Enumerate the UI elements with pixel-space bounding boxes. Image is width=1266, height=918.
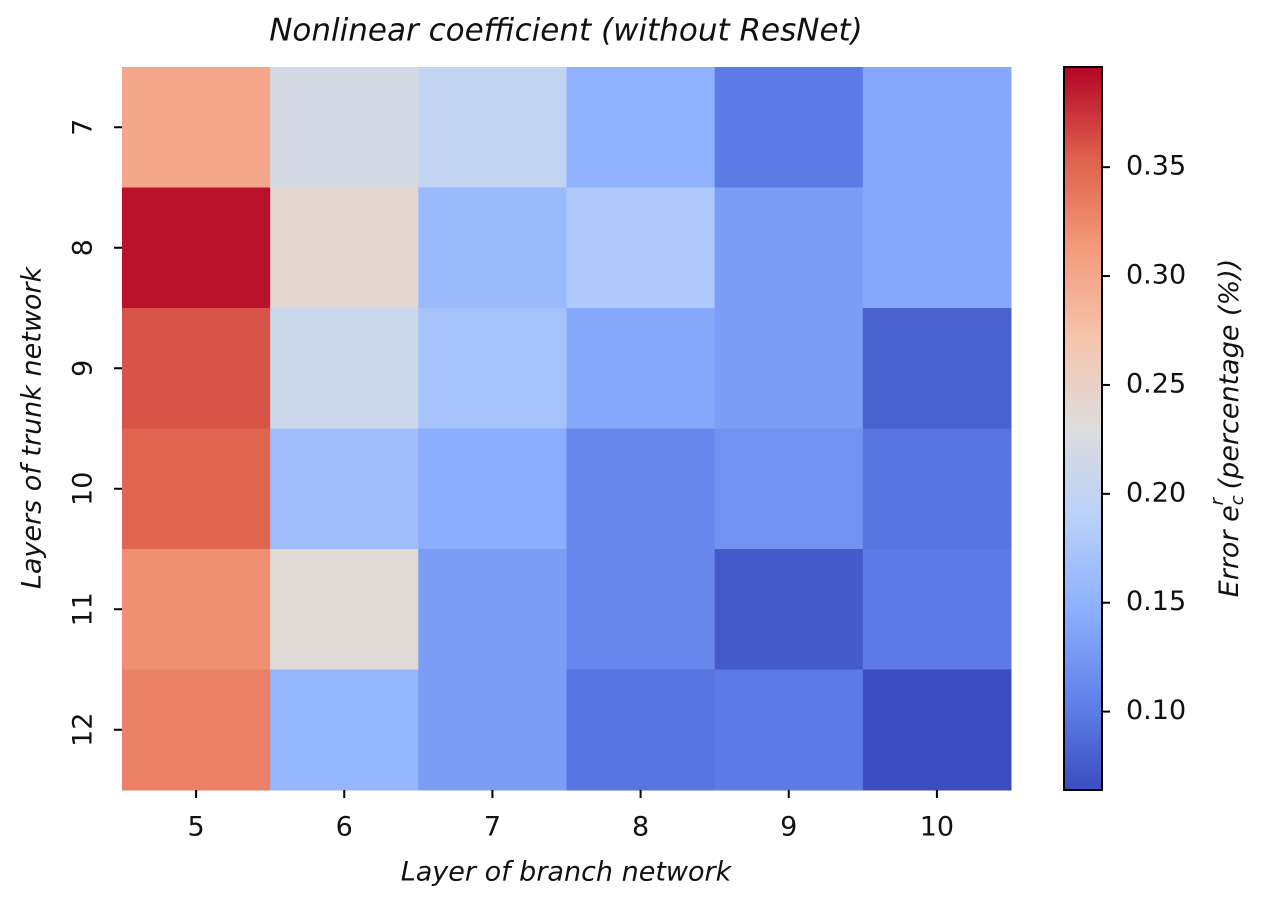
heatmap-cell (566, 549, 716, 670)
heatmap-cell (714, 67, 864, 188)
heatmap-cell (566, 428, 716, 550)
heatmap-cell (418, 308, 567, 429)
heatmap-cell (714, 187, 864, 309)
heatmap-cell (714, 669, 864, 791)
colorbar-tick-label: 0.35 (1126, 151, 1186, 182)
heatmap-cell (714, 428, 864, 550)
colorbar-label: Error ecr (percentage (%)) (1207, 259, 1248, 598)
x-tick-label: 8 (632, 812, 649, 843)
heatmap-cell (270, 67, 419, 188)
x-tick-label: 6 (336, 812, 353, 843)
colorbar (1063, 66, 1103, 791)
colorbar-tick-label: 0.25 (1126, 368, 1186, 399)
chart-title: Nonlinear coefficient (without ResNet) (269, 13, 863, 49)
heatmap-cell (714, 549, 864, 670)
x-tick-label: 10 (920, 812, 954, 843)
colorbar-tick-label: 0.15 (1126, 586, 1186, 617)
heatmap-cell (418, 669, 567, 791)
heatmap-cell (270, 669, 419, 791)
heatmap-cell (122, 187, 271, 309)
heatmap-cell (418, 187, 567, 309)
colorbar-label-sub: c (1227, 495, 1248, 505)
heatmap-cell (566, 669, 716, 791)
heatmap-cell (862, 549, 1012, 670)
colorbar-tick-label: 0.30 (1126, 260, 1186, 291)
heatmap-cell (862, 187, 1012, 309)
x-tick-label: 7 (484, 812, 501, 843)
colorbar-label-sup: r (1207, 496, 1228, 505)
colorbar-tick-label: 0.10 (1126, 695, 1186, 726)
y-tick-label: 8 (68, 239, 99, 256)
heatmap-cell (270, 549, 419, 670)
heatmap-cell (270, 187, 419, 309)
heatmap-cell (122, 67, 271, 188)
colorbar-label-suffix: (percentage (%)) (1214, 259, 1245, 498)
heatmap-cell (122, 428, 271, 550)
heatmap-cell (122, 669, 271, 791)
y-tick-label: 9 (68, 360, 99, 377)
y-axis-label: Layers of trunk network (17, 265, 48, 589)
colorbar-label-text: Error e (1214, 505, 1245, 597)
heatmap-cell (270, 428, 419, 550)
y-tick-label: 12 (68, 713, 99, 747)
heatmap-cell (566, 67, 716, 188)
heatmap-cell (862, 428, 1012, 550)
heatmap-cell (418, 67, 567, 188)
heatmap-cell (122, 308, 271, 429)
heatmap-cell (862, 669, 1012, 791)
heatmap-cell (862, 308, 1012, 429)
heatmap-cell (418, 549, 567, 670)
y-tick-label: 11 (68, 592, 99, 626)
heatmap-cell (566, 187, 716, 309)
colorbar-tick-label: 0.20 (1126, 477, 1186, 508)
y-tick-label: 7 (68, 119, 99, 136)
y-tick-label: 10 (68, 472, 99, 506)
heatmap-cell (122, 549, 271, 670)
heatmap-cell (714, 308, 864, 429)
x-tick-label: 9 (780, 812, 797, 843)
x-tick-label: 5 (187, 812, 204, 843)
heatmap-cell (270, 308, 419, 429)
x-axis-label: Layer of branch network (401, 857, 733, 888)
heatmap-cell (862, 67, 1012, 188)
heatmap-cell (566, 308, 716, 429)
heatmap-cell (418, 428, 567, 550)
